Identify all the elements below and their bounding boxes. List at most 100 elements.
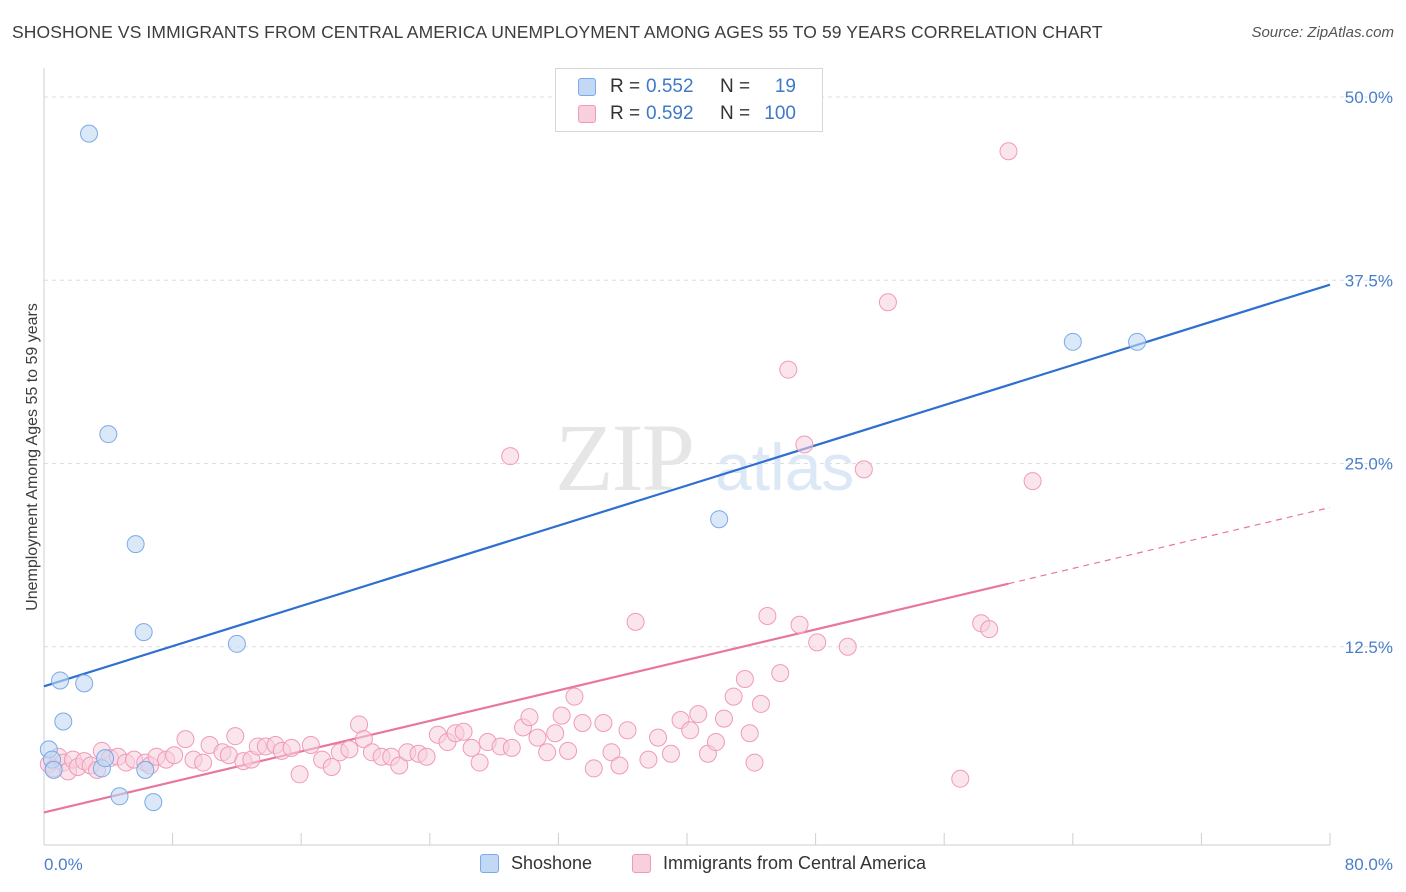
immigrants-point bbox=[610, 756, 629, 775]
shoshone-point bbox=[44, 760, 63, 779]
legend-row-immigrants: R = 0.592 N = 100 bbox=[578, 102, 796, 126]
immigrants-point bbox=[779, 360, 798, 379]
y-axis-label: Unemployment Among Ages 55 to 59 years bbox=[24, 303, 41, 611]
immigrants-point bbox=[226, 727, 245, 746]
immigrants-point bbox=[552, 706, 571, 725]
axes bbox=[43, 68, 1331, 846]
x-tick-label: 0.0% bbox=[44, 855, 83, 874]
immigrants-trend-line bbox=[43, 582, 1009, 814]
immigrants-point bbox=[520, 708, 539, 727]
immigrants-points bbox=[39, 142, 1042, 788]
immigrants-point bbox=[546, 724, 565, 743]
watermark-zip: ZIP bbox=[555, 404, 693, 511]
shoshone-point bbox=[110, 787, 129, 806]
y-tick-label: 37.5% bbox=[1345, 271, 1393, 290]
immigrants-point bbox=[176, 730, 195, 749]
chart-title: SHOSHONE VS IMMIGRANTS FROM CENTRAL AMER… bbox=[12, 22, 1103, 42]
y-tick-label: 12.5% bbox=[1345, 638, 1393, 657]
legend-item-immigrants[interactable]: Immigrants from Central America bbox=[632, 853, 926, 874]
immigrants-point bbox=[854, 460, 873, 479]
immigrants-point bbox=[758, 606, 777, 625]
legend-n-value: 100 bbox=[764, 103, 796, 124]
legend-r-label: R = bbox=[610, 103, 641, 124]
immigrants-point bbox=[626, 612, 645, 631]
immigrants-point bbox=[999, 142, 1018, 161]
immigrants-swatch bbox=[578, 105, 596, 123]
immigrants-point bbox=[501, 447, 520, 466]
shoshone-point bbox=[136, 760, 155, 779]
immigrants-point bbox=[735, 670, 754, 689]
immigrants-point bbox=[951, 769, 970, 788]
immigrants-point bbox=[573, 713, 592, 732]
immigrants-point bbox=[649, 728, 668, 747]
legend-row-shoshone: R = 0.552 N = 19 bbox=[578, 75, 796, 99]
immigrants-point bbox=[584, 759, 603, 778]
shoshone-trend-line bbox=[43, 283, 1331, 688]
y-tick-label: 25.0% bbox=[1345, 455, 1393, 474]
immigrants-point bbox=[838, 637, 857, 656]
immigrants-point bbox=[724, 687, 743, 706]
legend-n-value: 19 bbox=[774, 76, 796, 97]
immigrants-point bbox=[602, 743, 621, 762]
shoshone-point bbox=[80, 124, 99, 143]
legend-item-shoshone[interactable]: Shoshone bbox=[480, 853, 592, 874]
legend-r-label: R = bbox=[610, 76, 641, 97]
shoshone-point bbox=[144, 793, 163, 812]
shoshone-legend-label: Shoshone bbox=[511, 853, 593, 873]
immigrants-legend-label: Immigrants from Central America bbox=[663, 853, 927, 873]
immigrants-point bbox=[980, 620, 999, 639]
immigrants-point bbox=[354, 730, 373, 749]
immigrants-point bbox=[390, 756, 409, 775]
immigrants-point bbox=[462, 738, 481, 757]
immigrants-point bbox=[808, 633, 827, 652]
shoshone-point bbox=[227, 634, 246, 653]
immigrants-point bbox=[454, 722, 473, 741]
y-tick-label: 50.0% bbox=[1345, 88, 1393, 107]
immigrants-point bbox=[751, 694, 770, 713]
shoshone-point bbox=[96, 749, 115, 768]
gridlines bbox=[44, 96, 1392, 648]
shoshone-point bbox=[99, 425, 118, 444]
watermark-atlas: atlas bbox=[715, 430, 854, 504]
trend-lines bbox=[43, 283, 1331, 814]
immigrants-point bbox=[795, 435, 814, 454]
legend-r-value: 0.592 bbox=[646, 103, 694, 124]
immigrants-point bbox=[340, 740, 359, 759]
shoshone-point bbox=[51, 671, 70, 690]
legend-n-label: N = bbox=[720, 76, 751, 97]
immigrants-point bbox=[681, 721, 700, 740]
correlation-legend: R = 0.552 N = 19 R = 0.592 N = 100 bbox=[555, 68, 823, 132]
immigrants-point bbox=[528, 728, 547, 747]
watermark: ZIP atlas bbox=[555, 404, 854, 511]
immigrants-point bbox=[165, 746, 184, 765]
immigrants-point bbox=[689, 705, 708, 724]
shoshone-point bbox=[126, 535, 145, 554]
immigrants-point bbox=[706, 733, 725, 752]
immigrants-point bbox=[790, 615, 809, 634]
immigrants-point bbox=[618, 721, 637, 740]
immigrants-point bbox=[290, 765, 309, 784]
tick-labels: 12.5% 25.0% 37.5% 50.0% 0.0% 80.0% bbox=[44, 88, 1393, 874]
shoshone-points bbox=[39, 124, 1147, 812]
series-legend: Shoshone Immigrants from Central America bbox=[0, 853, 1406, 877]
immigrants-point bbox=[771, 664, 790, 683]
immigrants-point bbox=[878, 293, 897, 312]
immigrants-point bbox=[470, 753, 489, 772]
immigrants-legend-swatch bbox=[632, 854, 651, 873]
shoshone-point bbox=[1063, 332, 1082, 351]
immigrants-trend-extension bbox=[1008, 506, 1331, 585]
immigrants-point bbox=[538, 743, 557, 762]
immigrants-point bbox=[740, 724, 759, 743]
immigrants-point bbox=[661, 744, 680, 763]
legend-n-label: N = bbox=[720, 103, 751, 124]
shoshone-legend-swatch bbox=[480, 854, 499, 873]
immigrants-point bbox=[559, 741, 578, 760]
immigrants-point bbox=[282, 738, 301, 757]
chart-source: Source: ZipAtlas.com bbox=[1251, 24, 1394, 41]
immigrants-point bbox=[594, 713, 613, 732]
immigrants-point bbox=[417, 747, 436, 766]
immigrants-point bbox=[301, 735, 320, 754]
x-tick-label: 80.0% bbox=[1345, 855, 1393, 874]
immigrants-point bbox=[565, 687, 584, 706]
shoshone-point bbox=[54, 712, 73, 731]
